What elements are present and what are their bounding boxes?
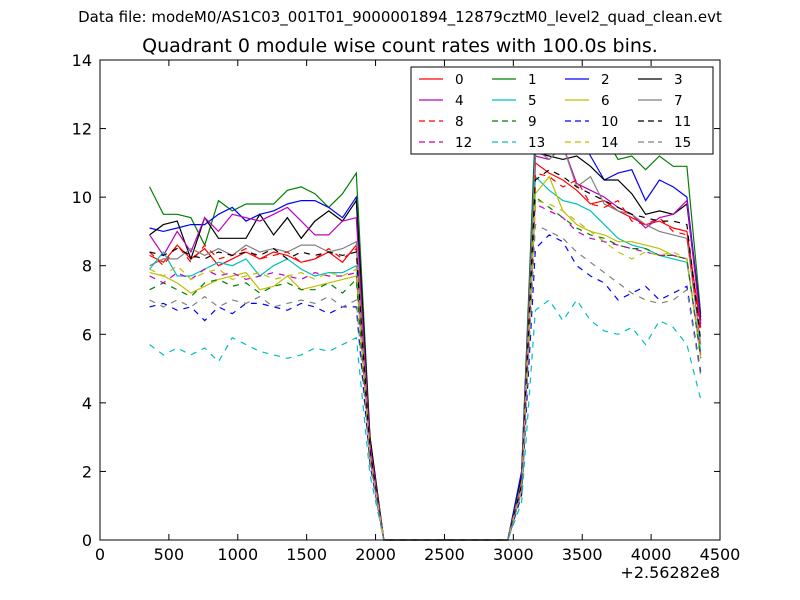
legend-label-15: 15 <box>674 135 691 151</box>
x-tick-label: 4500 <box>700 545 741 564</box>
y-tick-label: 8 <box>82 257 92 276</box>
legend-label-12: 12 <box>455 135 472 151</box>
x-tick-label: 1500 <box>286 545 327 564</box>
legend-label-8: 8 <box>455 114 464 130</box>
legend-label-10: 10 <box>601 114 618 130</box>
axis-ticks: 0 500 1000 1500 2000 2500 3000 3500 4000 4500 0 2 4 6… <box>72 51 741 564</box>
legend-label-9: 9 <box>528 114 537 130</box>
legend-box <box>410 66 714 155</box>
legend-label-5: 5 <box>528 93 537 109</box>
x-tick-label: 3000 <box>493 545 534 564</box>
x-tick-label: 2500 <box>424 545 465 564</box>
series-line-7 <box>149 144 702 541</box>
legend-label-13: 13 <box>528 135 545 151</box>
series-line-12 <box>149 203 702 541</box>
y-tick-label: 4 <box>82 394 92 413</box>
series-line-6 <box>149 175 702 541</box>
legend-label-6: 6 <box>601 93 610 109</box>
series-line-13 <box>149 298 702 541</box>
y-tick-label: 6 <box>82 325 92 344</box>
series-line-5 <box>149 175 702 541</box>
series-line-14 <box>149 199 702 541</box>
series-layer <box>149 93 702 541</box>
series-line-0 <box>149 161 702 541</box>
figure-suptitle: Data file: modeM0/AS1C03_001T01_90000018… <box>78 8 722 26</box>
y-tick-label: 0 <box>82 531 92 550</box>
series-line-11 <box>149 168 702 541</box>
y-tick-label: 12 <box>72 120 92 139</box>
series-line-1 <box>149 93 702 541</box>
legend-label-2: 2 <box>601 72 610 88</box>
series-line-4 <box>149 144 702 541</box>
plot-area-frame <box>99 59 721 541</box>
x-tick-label: 3500 <box>562 545 603 564</box>
series-line-15 <box>149 223 702 541</box>
series-line-10 <box>149 234 702 541</box>
series-line-8 <box>149 172 702 541</box>
legend-label-11: 11 <box>674 114 691 130</box>
x-offset-label: +2.56282e8 <box>620 563 720 582</box>
legend-label-1: 1 <box>528 72 537 88</box>
legend-label-7: 7 <box>674 93 683 109</box>
x-tick-label: 500 <box>154 545 185 564</box>
legend-label-14: 14 <box>601 135 618 151</box>
x-tick-label: 1000 <box>217 545 258 564</box>
x-tick-label: 4000 <box>631 545 672 564</box>
legend-label-0: 0 <box>455 72 464 88</box>
y-tick-label: 14 <box>72 51 92 70</box>
x-tick-label: 2000 <box>355 545 396 564</box>
series-line-9 <box>149 195 702 541</box>
x-tick-label: 0 <box>95 545 105 564</box>
y-tick-label: 10 <box>72 188 92 207</box>
legend-label-4: 4 <box>455 93 464 109</box>
chart-title: Quadrant 0 module wise count rates with … <box>142 35 658 57</box>
series-line-2 <box>149 124 702 541</box>
legend-label-3: 3 <box>674 72 683 88</box>
y-tick-label: 2 <box>82 462 92 481</box>
